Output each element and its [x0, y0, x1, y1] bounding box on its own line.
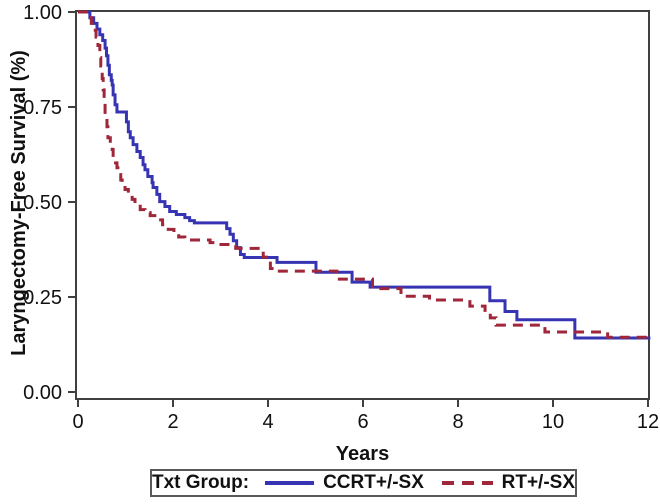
y-tick-label: 0.50	[23, 192, 62, 214]
legend-label-ccrt: CCRT+/-SX	[323, 472, 424, 493]
y-axis-title: Laryngectomy-Free Survival (%)	[8, 50, 30, 356]
y-tick-label: 0.25	[23, 287, 62, 309]
survival-curve-ccrtsx	[78, 10, 651, 340]
y-tick-label: 1.00	[23, 2, 62, 24]
ccrt-line-sample-icon	[265, 481, 315, 485]
legend-title: Txt Group:	[152, 472, 250, 493]
x-tick-label: 4	[262, 411, 273, 433]
survival-curve-rtsx	[78, 10, 653, 339]
rt-line-sample-icon	[441, 481, 493, 485]
x-tick-label: 8	[452, 411, 463, 433]
legend-box: Txt Group: CCRT+/-SX RT+/-SX	[150, 469, 577, 497]
x-tick-label: 10	[542, 411, 564, 433]
y-tick-label: 0.00	[23, 382, 62, 404]
y-tick-label: 0.75	[23, 97, 62, 119]
x-tick-label: 6	[357, 411, 368, 433]
x-tick-label: 0	[72, 411, 83, 433]
legend-label-rt: RT+/-SX	[501, 472, 575, 493]
x-tick-label: 12	[637, 411, 659, 433]
x-axis-title: Years	[335, 443, 390, 465]
plot-border	[75, 10, 650, 400]
x-tick-label: 2	[167, 411, 178, 433]
